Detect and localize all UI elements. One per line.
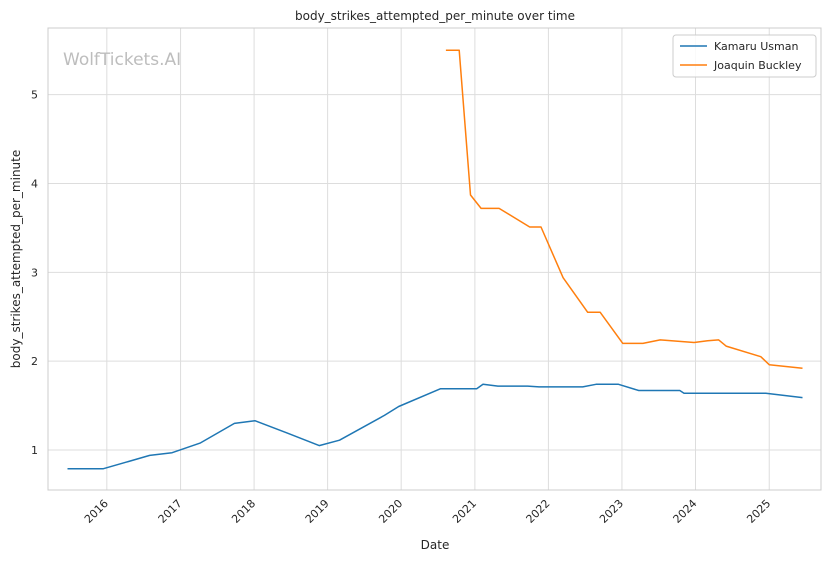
y-tick-label: 5 bbox=[31, 89, 38, 102]
x-axis-label: Date bbox=[421, 538, 450, 552]
legend-label-joaquin-buckley: Joaquin Buckley bbox=[713, 59, 802, 72]
series-lines bbox=[67, 49, 803, 470]
legend-label-kamaru-usman: Kamaru Usman bbox=[714, 40, 798, 53]
y-tick-label: 4 bbox=[31, 177, 38, 190]
plot-frame bbox=[47, 27, 822, 491]
legend-box bbox=[672, 34, 817, 78]
y-tick-label: 1 bbox=[31, 444, 38, 457]
watermark-text: WolfTickets.AI bbox=[63, 50, 181, 70]
y-axis-label: body_strikes_attempted_per_minute bbox=[9, 150, 23, 368]
series-line-kamaru-usman bbox=[67, 383, 803, 470]
y-tick-label: 3 bbox=[31, 266, 38, 279]
legend: Kamaru Usman Joaquin Buckley bbox=[672, 34, 817, 78]
grid-lines bbox=[48, 28, 821, 490]
y-tick-label: 2 bbox=[31, 355, 38, 368]
chart-title: body_strikes_attempted_per_minute over t… bbox=[295, 9, 575, 23]
series-line-joaquin-buckley bbox=[445, 49, 803, 370]
